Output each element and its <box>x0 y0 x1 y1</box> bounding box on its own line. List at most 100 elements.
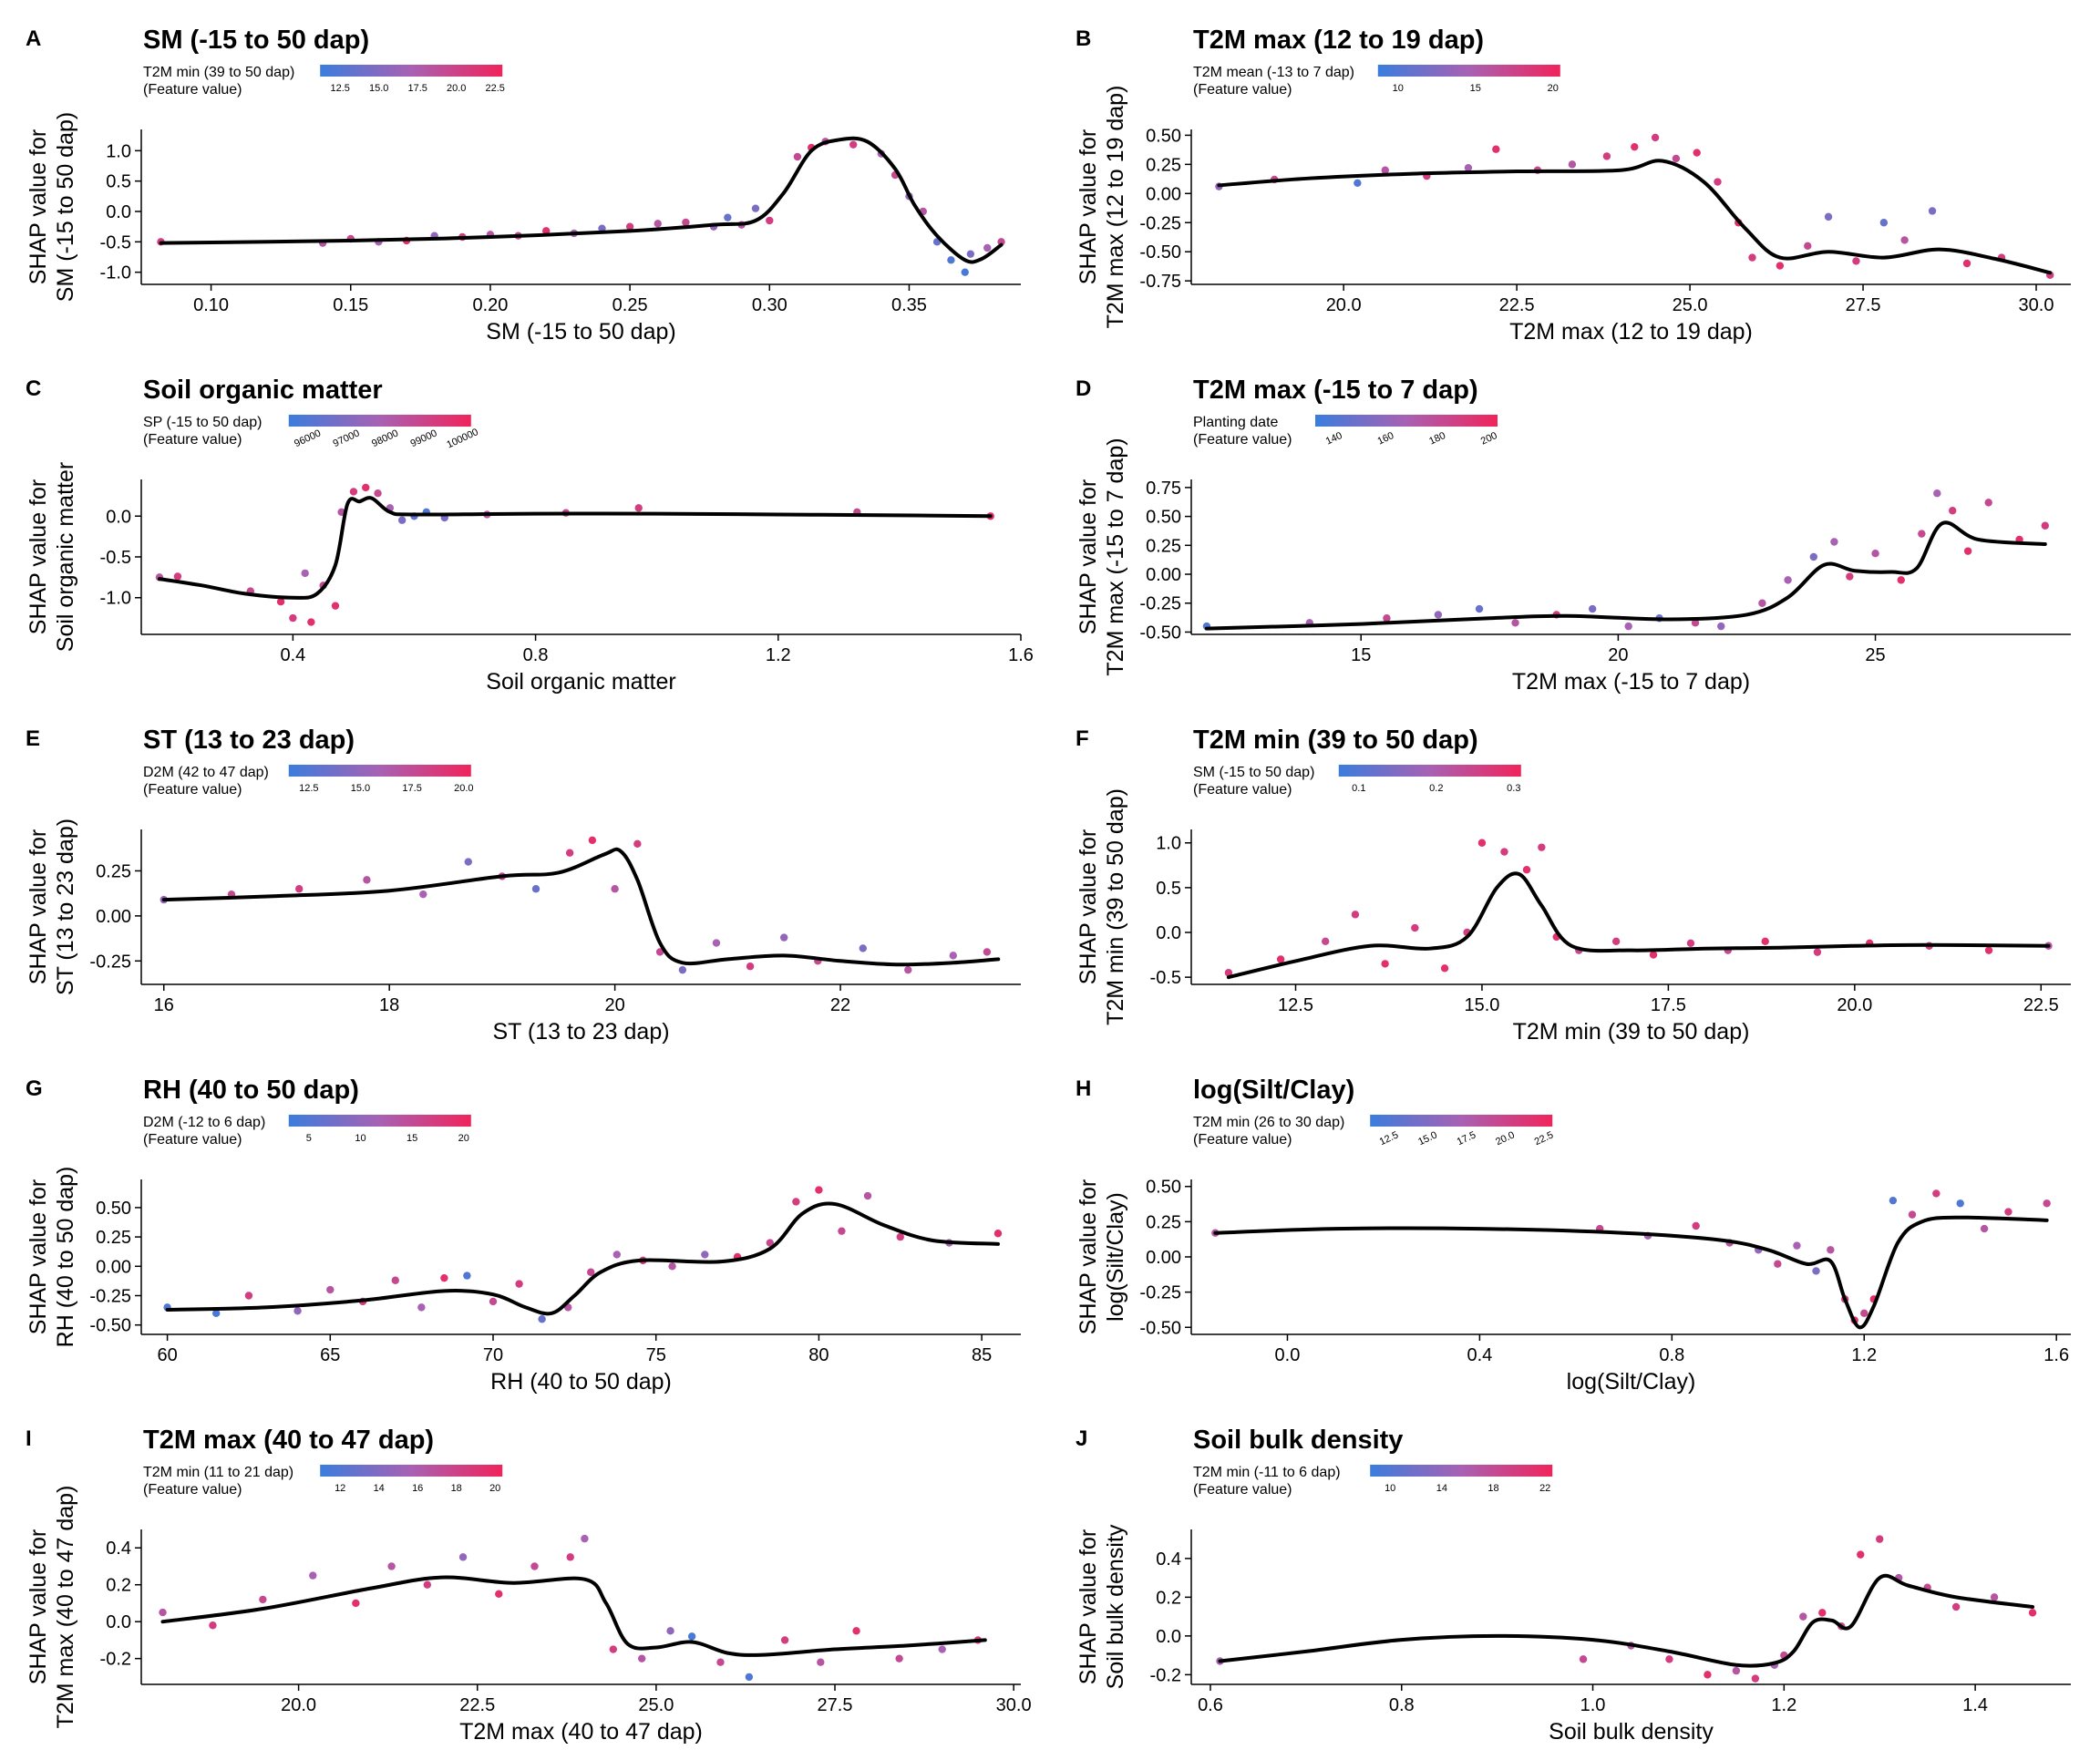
y-tick-label: 0.00 <box>96 907 131 927</box>
x-tick-label: 20 <box>1608 645 1628 665</box>
data-point <box>633 839 642 849</box>
data-point <box>1624 622 1632 631</box>
y-tick-label: -0.25 <box>1139 213 1181 233</box>
data-point <box>1818 1609 1827 1617</box>
data-point <box>1568 160 1577 169</box>
legend-tick-label: 140 <box>1324 430 1344 448</box>
legend-tick-label: 15 <box>1470 83 1481 94</box>
data-point <box>716 1658 725 1666</box>
panel-svg: I T2M max (40 to 47 dap) T2M min (11 to 21… <box>26 1426 1032 1745</box>
panel-title: Soil bulk density <box>1193 1426 1403 1455</box>
legend-label: (Feature value) <box>1193 782 1292 798</box>
data-point <box>1354 179 1362 187</box>
data-point <box>301 569 309 578</box>
legend-tick-label: 20.0 <box>1494 1129 1516 1148</box>
legend-label: T2M mean (-13 to 7 dap) <box>1193 65 1354 80</box>
x-tick-label: 30.0 <box>996 1695 1032 1715</box>
data-point <box>1692 1221 1700 1230</box>
data-point <box>349 488 358 496</box>
data-point <box>983 948 992 956</box>
x-tick-label: 22.5 <box>2023 995 2059 1015</box>
color-legend: Planting date (Feature value) 140 160 180 200 <box>1193 415 1499 448</box>
x-tick-label: 0.4 <box>280 645 305 665</box>
data-point <box>1351 911 1360 919</box>
legend-tick-label: 12.5 <box>330 83 349 94</box>
legend-gradient-bar <box>1315 415 1498 427</box>
x-tick-label: 1.2 <box>1851 1345 1877 1365</box>
panel-svg: B T2M max (12 to 19 dap) T2M mean (-13 to … <box>1076 26 2071 345</box>
data-point <box>852 1627 860 1635</box>
x-tick-label: 18 <box>379 995 399 1015</box>
data-point <box>637 1654 646 1662</box>
data-point <box>1984 499 1992 507</box>
scatter-points <box>155 483 994 626</box>
panel-title: log(Silt/Clay) <box>1193 1076 1354 1105</box>
legend-tick-label: 20.0 <box>447 83 466 94</box>
x-tick-label: 15.0 <box>1464 995 1499 1015</box>
panel-svg: F T2M min (39 to 50 dap) SM (-15 to 50 dap… <box>1076 726 2071 1045</box>
panel-title: T2M max (-15 to 7 dap) <box>1193 376 1478 405</box>
data-point <box>1672 154 1681 163</box>
x-tick-label: 0.20 <box>472 295 508 315</box>
legend-gradient-bar <box>288 765 471 777</box>
data-point <box>634 504 643 512</box>
data-point <box>654 220 662 228</box>
trend-line <box>165 1201 1000 1316</box>
data-point <box>2043 1199 2051 1208</box>
data-point <box>1784 576 1792 584</box>
legend-tick-label: 5 <box>306 1133 312 1144</box>
data-point <box>1951 1602 1961 1611</box>
x-tick-label: 22.5 <box>459 1695 495 1715</box>
y-tick-label: 0.50 <box>1146 1178 1181 1198</box>
y-axis-title: SHAP value for <box>1076 1179 1101 1334</box>
data-point <box>1475 604 1484 613</box>
data-point <box>1276 955 1285 963</box>
data-point <box>289 613 297 623</box>
y-tick-label: 0.2 <box>1156 1588 1181 1608</box>
data-point <box>1511 619 1519 627</box>
data-point <box>751 204 760 212</box>
x-axis-title: T2M max (40 to 47 dap) <box>459 1719 703 1745</box>
data-point <box>1984 946 1993 954</box>
y-tick-label: 0.50 <box>1146 508 1181 528</box>
trend-line <box>1218 1573 2035 1668</box>
y-tick-label: 0.50 <box>1146 126 1181 146</box>
x-tick-label: 15 <box>1351 645 1371 665</box>
y-axis-title: SM (-15 to 50 dap) <box>53 112 78 302</box>
legend-gradient-bar <box>320 65 503 77</box>
y-tick-label: 0.0 <box>106 507 131 527</box>
data-point <box>655 948 664 956</box>
y-tick-label: -0.50 <box>1139 1318 1181 1338</box>
y-axis-title: SHAP value for <box>1076 479 1101 634</box>
data-point <box>276 598 285 606</box>
data-point <box>1224 969 1233 977</box>
data-point <box>515 1280 523 1288</box>
legend-tick-label: 18 <box>451 1483 462 1494</box>
legend-label: (Feature value) <box>1193 1482 1292 1498</box>
y-tick-label: 0.2 <box>106 1576 131 1596</box>
y-tick-label: -1.0 <box>100 589 131 609</box>
data-point <box>687 1632 696 1641</box>
legend-tick-label: 20 <box>458 1133 469 1144</box>
legend-label: T2M min (11 to 21 dap) <box>143 1465 293 1480</box>
legend-tick-label: 17.5 <box>407 83 427 94</box>
legend-tick-label: 98000 <box>370 427 400 449</box>
y-tick-label: -0.50 <box>1139 623 1181 643</box>
legend-tick-label: 100000 <box>445 427 479 450</box>
data-point <box>792 1198 800 1206</box>
data-point <box>1651 133 1660 142</box>
panel-svg: A SM (-15 to 50 dap) T2M min (39 to 50 dap… <box>26 26 1021 345</box>
y-tick-label: 0.4 <box>106 1539 131 1559</box>
data-point <box>949 952 957 960</box>
data-point <box>1852 257 1860 265</box>
panel-title: SM (-15 to 50 dap) <box>143 26 369 55</box>
legend-tick-label: 200 <box>1479 430 1499 448</box>
x-tick-label: 0.8 <box>1389 1695 1415 1715</box>
panel-letter: H <box>1076 1076 1091 1101</box>
legend-tick-label: 96000 <box>293 427 323 449</box>
data-point <box>244 1292 253 1300</box>
x-tick-label: 25.0 <box>1673 295 1708 315</box>
legend-tick-label: 17.5 <box>402 783 421 794</box>
data-point <box>997 238 1005 246</box>
